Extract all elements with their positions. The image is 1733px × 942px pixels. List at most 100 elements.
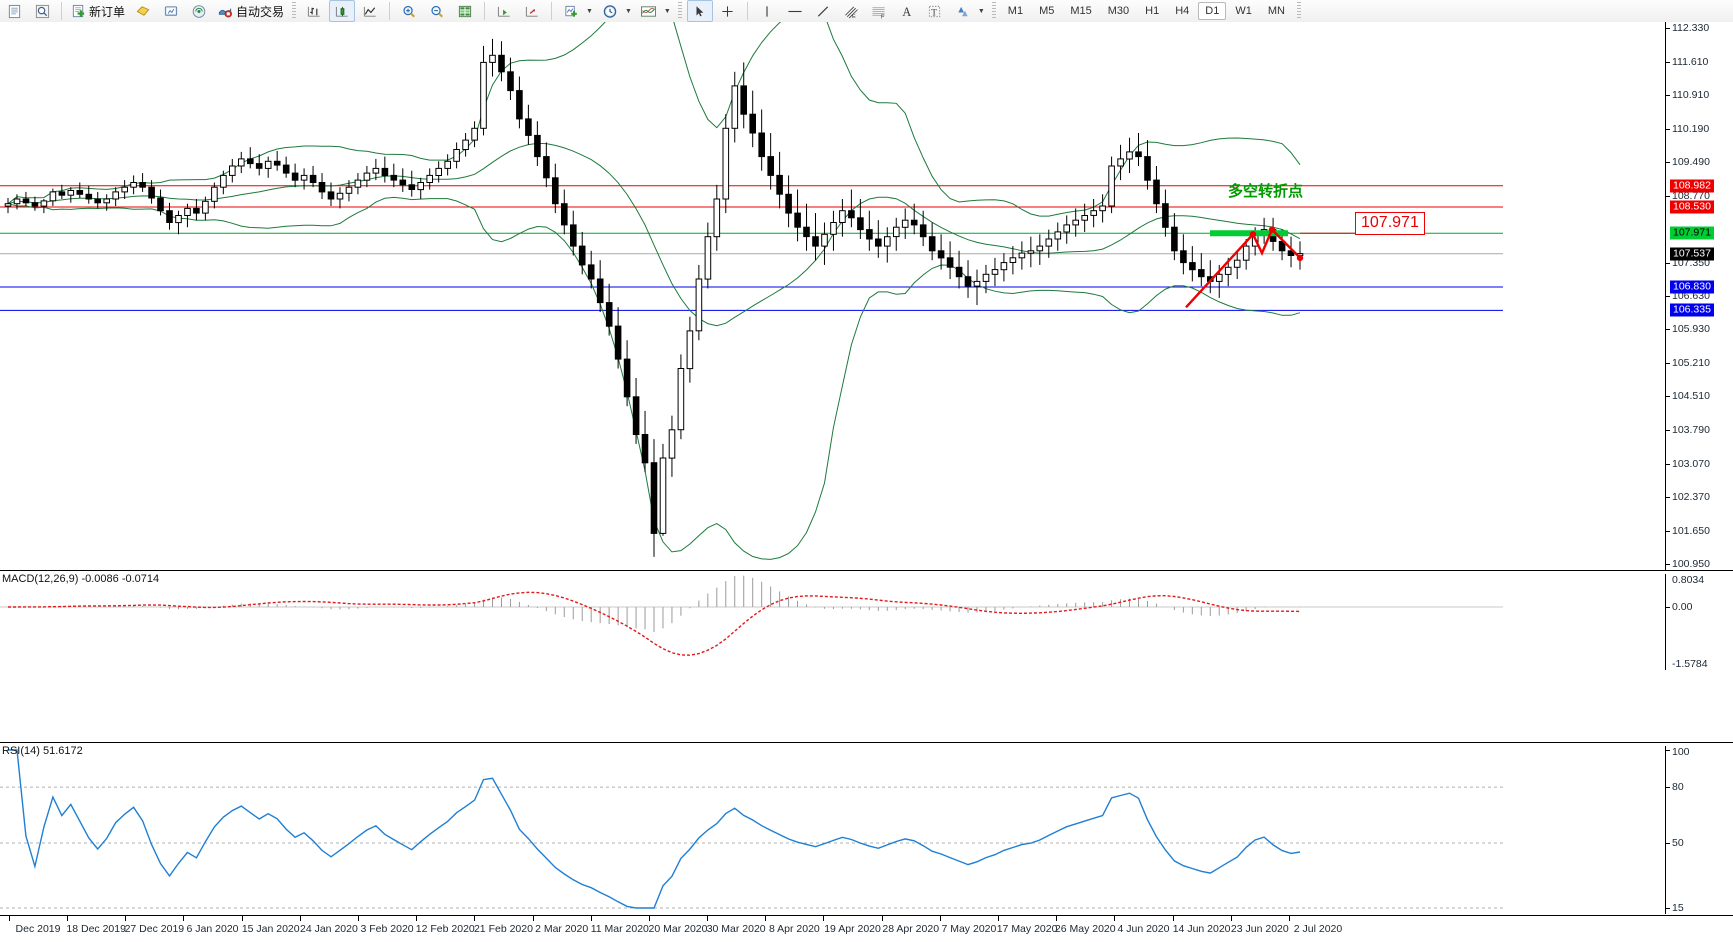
timeframe-d1[interactable]: D1 bbox=[1198, 2, 1227, 20]
date-axis[interactable]: Dec 2019 18 Dec 2019 27 Dec 2019 6 Jan 2020… bbox=[0, 915, 1733, 942]
date-tick: 3 Feb 2020 bbox=[360, 923, 414, 935]
timeframe-m1[interactable]: M1 bbox=[1007, 5, 1024, 17]
timeframe-h4[interactable]: H4 bbox=[1175, 5, 1190, 17]
zoom-out-icon[interactable] bbox=[424, 0, 450, 22]
price-level-tag[interactable]: 107.971 bbox=[1670, 226, 1714, 240]
date-tick: 23 Jun 2020 bbox=[1230, 923, 1289, 935]
price-tick: 104.510 bbox=[1672, 390, 1710, 403]
toolbar-divider-2 bbox=[389, 2, 391, 20]
date-tick: 2 Mar 2020 bbox=[535, 923, 589, 935]
macd-tick: -1.5784 bbox=[1672, 658, 1708, 670]
timeframe-mn[interactable]: MN bbox=[1267, 5, 1285, 17]
autotrading-label: 自动交易 bbox=[236, 4, 285, 19]
templates-icon[interactable] bbox=[636, 0, 662, 22]
templates-dropdown-caret[interactable]: ▼ bbox=[663, 7, 671, 15]
autotrading-button[interactable]: 自动交易 bbox=[214, 0, 287, 22]
cursor-icon[interactable] bbox=[686, 0, 713, 22]
bar-chart-icon[interactable] bbox=[301, 0, 327, 22]
toolbar-divider-4 bbox=[551, 2, 553, 20]
zoom-in-icon[interactable] bbox=[396, 0, 422, 22]
text-label-icon[interactable]: T bbox=[922, 0, 948, 22]
rsi-axis: 100 80 50 15 bbox=[1665, 746, 1733, 914]
date-tick: 18 Dec 2019 bbox=[66, 923, 126, 935]
timeframe-m30[interactable]: M30 bbox=[1107, 5, 1130, 17]
date-tick: 4 Jun 2020 bbox=[1117, 923, 1170, 935]
date-tick: 17 May 2020 bbox=[996, 923, 1058, 935]
arrows-icon[interactable] bbox=[950, 0, 976, 22]
date-tick: Dec 2019 bbox=[15, 923, 61, 935]
line-chart-icon[interactable] bbox=[357, 0, 383, 22]
toolbar-grip[interactable] bbox=[292, 2, 297, 20]
horizontal-line-icon[interactable] bbox=[782, 0, 808, 22]
price-callout: 107.971 bbox=[1355, 212, 1425, 235]
timeframe-m5[interactable]: M5 bbox=[1039, 5, 1055, 17]
new-chart-icon[interactable] bbox=[1, 0, 27, 22]
price-tick: 110.910 bbox=[1672, 88, 1710, 101]
data-window-icon[interactable] bbox=[452, 0, 478, 22]
price-tick: 111.610 bbox=[1672, 55, 1709, 68]
date-tick: 2 Jul 2020 bbox=[1293, 923, 1343, 935]
terminal-icon[interactable] bbox=[158, 0, 184, 22]
auto-scroll-icon[interactable] bbox=[519, 0, 545, 22]
price-level-tag[interactable]: 106.335 bbox=[1670, 303, 1714, 317]
text-icon[interactable]: A bbox=[894, 0, 920, 22]
date-tick: 11 Mar 2020 bbox=[590, 923, 649, 935]
signals-icon[interactable] bbox=[186, 0, 212, 22]
macd-label: MACD(12,26,9) -0.0086 -0.0714 bbox=[2, 573, 160, 585]
price-level-tag[interactable]: 108.982 bbox=[1670, 179, 1714, 193]
price-chart-canvas[interactable] bbox=[0, 22, 1733, 570]
date-tick: 8 Apr 2020 bbox=[768, 923, 820, 935]
date-tick: 14 Jun 2020 bbox=[1172, 923, 1231, 935]
toolbar-grip-4[interactable] bbox=[1296, 2, 1301, 20]
candlestick-chart-icon[interactable] bbox=[329, 0, 356, 22]
macd-tick: 0.00 bbox=[1672, 601, 1693, 613]
profiles-icon[interactable] bbox=[29, 0, 55, 22]
timeframe-w1[interactable]: W1 bbox=[1235, 5, 1252, 17]
chart-annotation-text: 多空转折点 bbox=[1228, 182, 1304, 200]
price-axis[interactable]: 112.330 111.610 110.910 110.190 109.490 108.7… bbox=[1665, 22, 1733, 570]
date-tick: 21 Feb 2020 bbox=[473, 923, 533, 935]
price-tick: 108.770 bbox=[1672, 189, 1710, 202]
price-tick: 112.330 bbox=[1672, 22, 1710, 34]
price-tick: 102.370 bbox=[1672, 491, 1710, 504]
chart-shift-icon[interactable] bbox=[491, 0, 517, 22]
main-toolbar: 新订单 自动交易 bbox=[0, 0, 1733, 23]
date-tick: 15 Jan 2020 bbox=[241, 923, 300, 935]
price-tick: 100.950 bbox=[1672, 558, 1710, 570]
price-chart-pane[interactable] bbox=[0, 22, 1733, 570]
new-order-button[interactable]: 新订单 bbox=[68, 0, 128, 22]
rsi-tick: 15 bbox=[1672, 902, 1684, 914]
vertical-line-icon[interactable] bbox=[754, 0, 780, 22]
rsi-tick: 50 bbox=[1672, 836, 1684, 849]
indicator-dropdown-caret[interactable]: ▼ bbox=[586, 7, 593, 15]
price-tick: 105.930 bbox=[1672, 323, 1710, 336]
price-level-tag[interactable]: 108.530 bbox=[1670, 200, 1714, 214]
price-tick: 110.190 bbox=[1672, 122, 1710, 135]
svg-text:T: T bbox=[932, 8, 938, 18]
fibonacci-icon[interactable]: F bbox=[866, 0, 892, 22]
macd-canvas[interactable] bbox=[0, 574, 1733, 670]
price-level-tag[interactable]: 106.830 bbox=[1670, 280, 1714, 294]
toolbar-divider-5 bbox=[746, 2, 748, 20]
toolbar-grip-3[interactable] bbox=[991, 2, 996, 20]
period-dropdown-caret[interactable]: ▼ bbox=[624, 7, 632, 15]
rsi-pane[interactable] bbox=[0, 746, 1733, 914]
add-indicator-icon[interactable] bbox=[558, 0, 584, 22]
price-tick: 101.650 bbox=[1672, 525, 1710, 538]
macd-pane[interactable] bbox=[0, 574, 1733, 670]
toolbar-grip-2[interactable] bbox=[677, 2, 682, 20]
trendline-icon[interactable] bbox=[810, 0, 836, 22]
date-tick: 6 Jan 2020 bbox=[186, 923, 239, 935]
timeframe-h1[interactable]: H1 bbox=[1145, 5, 1160, 17]
arrows-dropdown-caret[interactable]: ▼ bbox=[977, 7, 985, 15]
crosshair-icon[interactable] bbox=[715, 0, 741, 22]
svg-text:E: E bbox=[852, 14, 856, 19]
timeframe-m15[interactable]: M15 bbox=[1070, 5, 1092, 17]
period-clock-icon[interactable] bbox=[597, 0, 623, 22]
rsi-tick: 80 bbox=[1672, 781, 1684, 794]
equidistant-channel-icon[interactable]: E bbox=[838, 0, 864, 22]
rsi-canvas[interactable] bbox=[0, 746, 1733, 914]
theme-icon[interactable] bbox=[130, 0, 156, 22]
price-level-tag[interactable]: 107.537 bbox=[1670, 247, 1714, 261]
